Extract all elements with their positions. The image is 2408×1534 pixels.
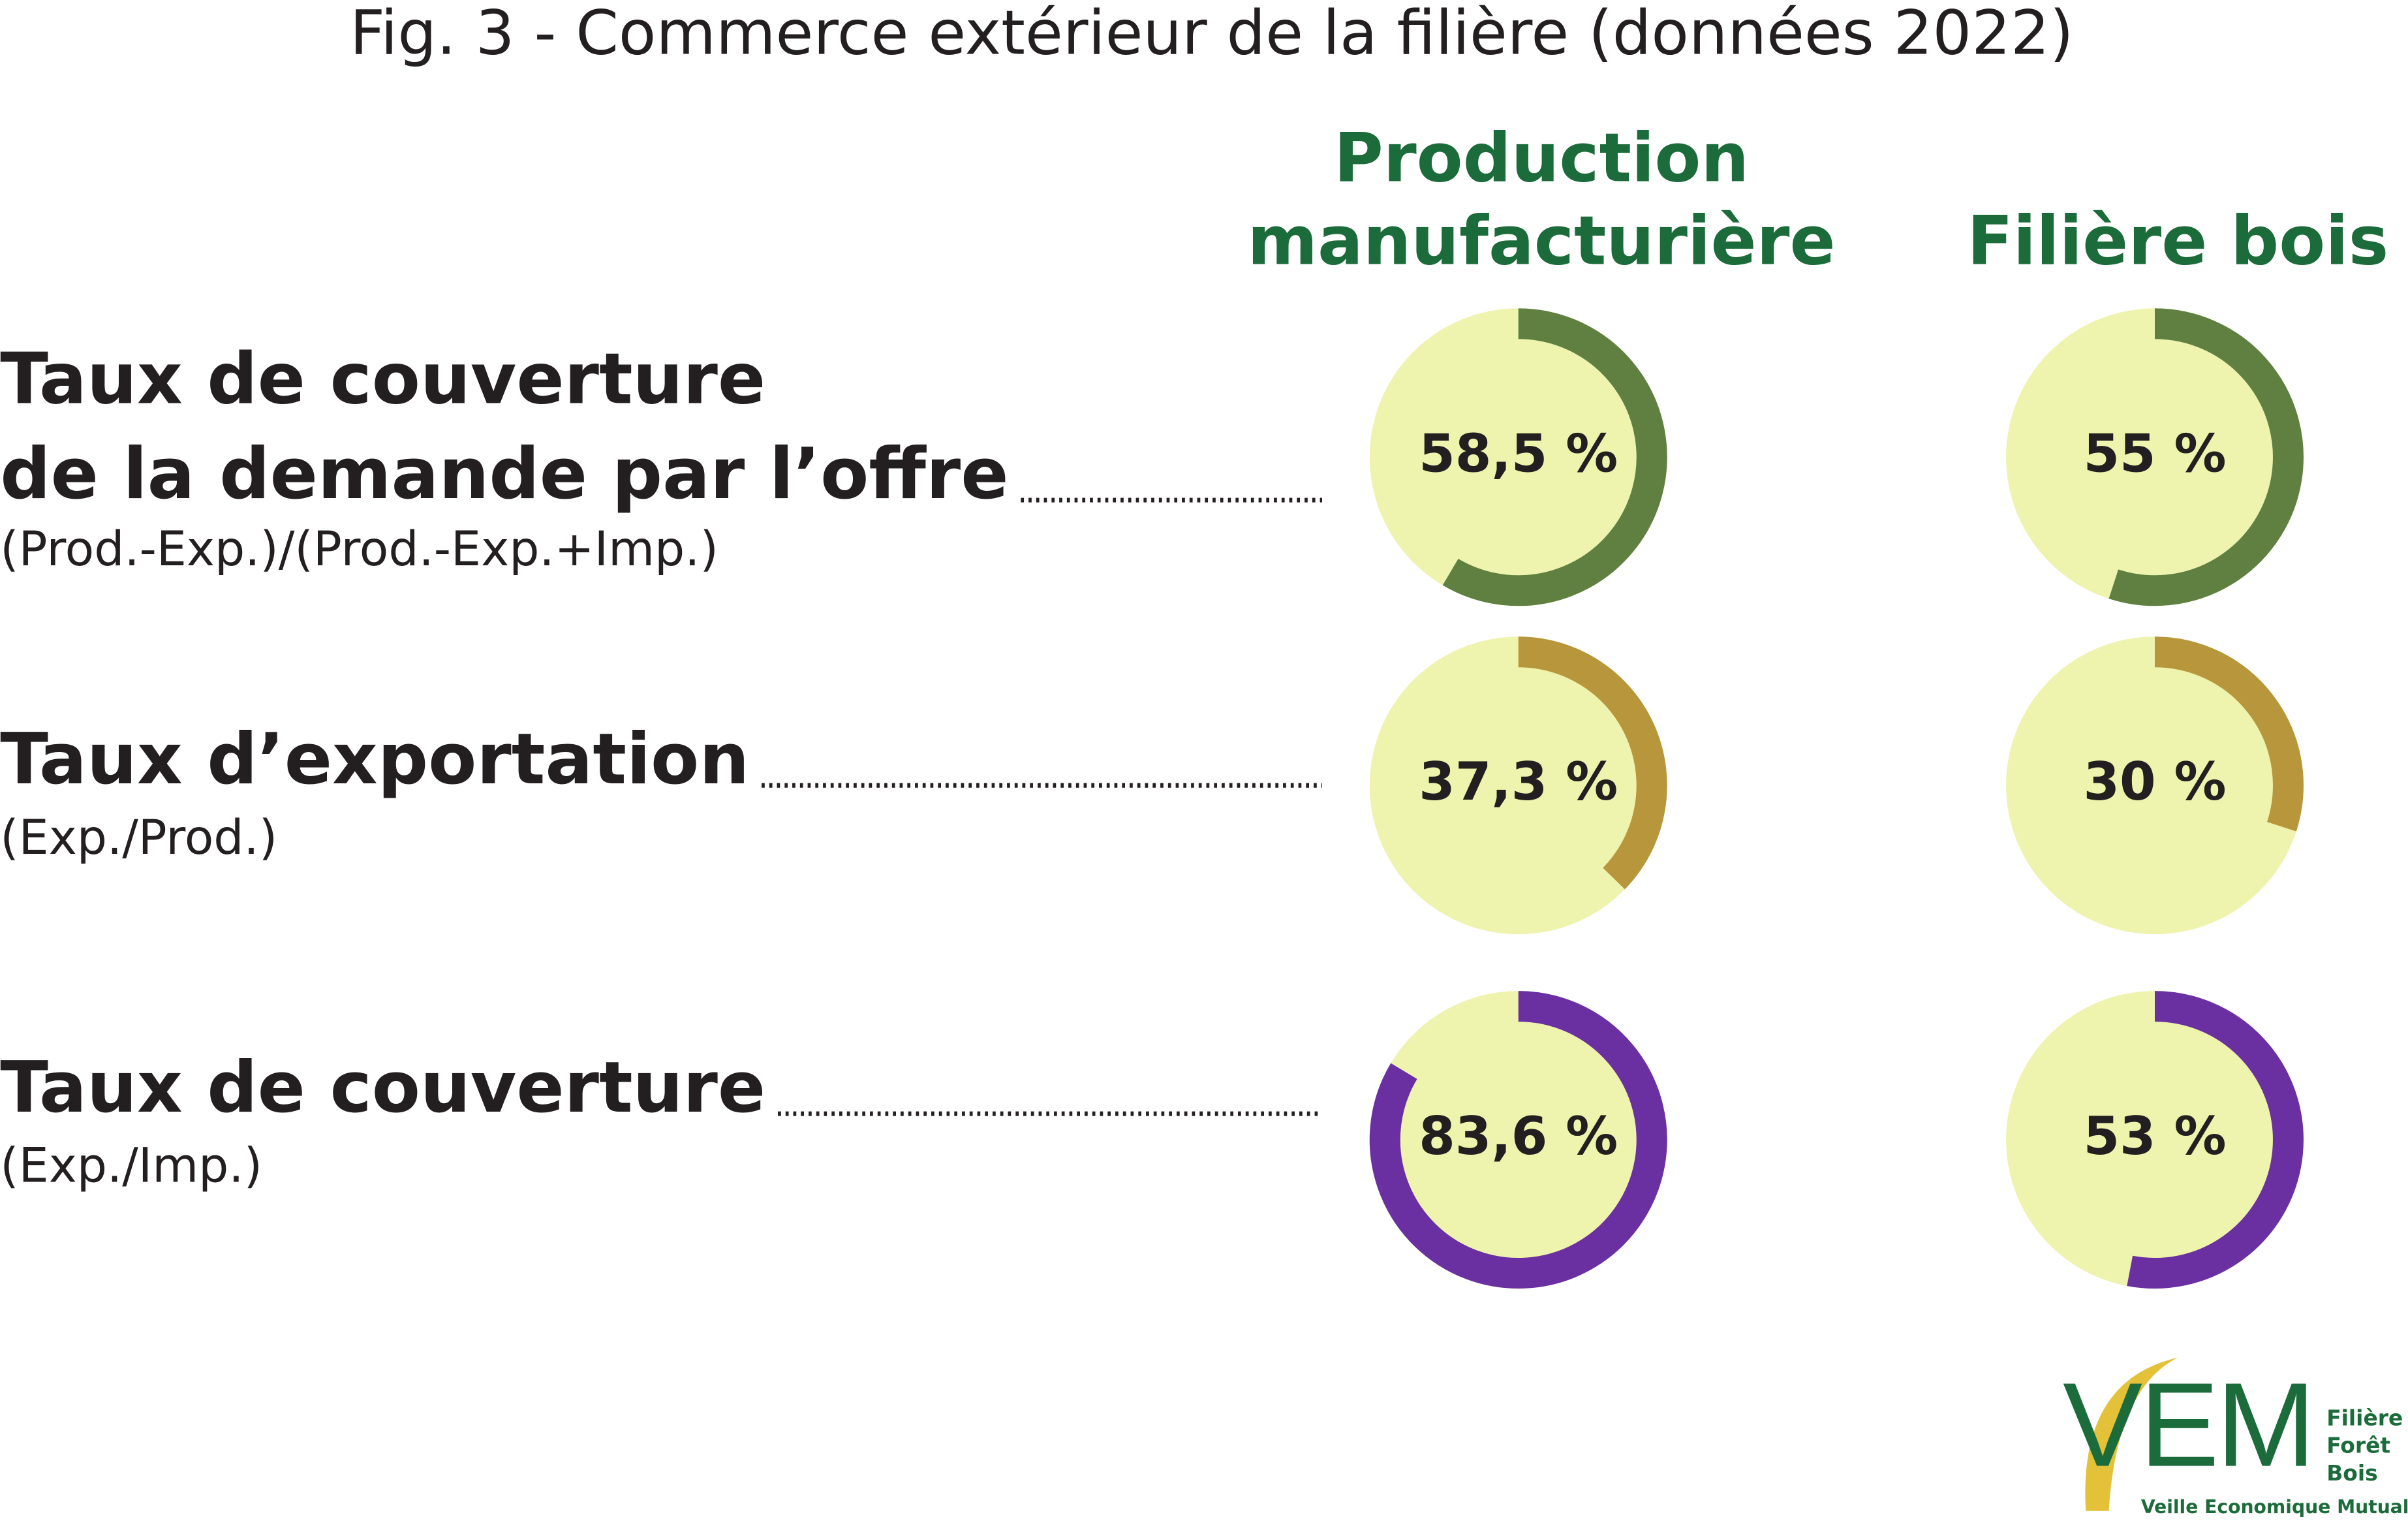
- donut-arc: [2154, 636, 2304, 832]
- donut-arc: [2127, 991, 2304, 1289]
- logo-line: Forêt: [2326, 1433, 2390, 1458]
- column-header: Production: [1334, 119, 1749, 197]
- logo-swoosh: [2085, 1357, 2178, 1511]
- donut-arc: [1442, 308, 1667, 606]
- donut-track: [2006, 636, 2304, 935]
- donut-track: [1369, 636, 1667, 935]
- donut-arc: [1518, 636, 1667, 890]
- logo: VEM Filière Forêt Bois Veille Economique…: [2063, 1358, 2408, 1518]
- donut-track: [1369, 991, 1667, 1289]
- column-header: manufacturière: [1247, 202, 1835, 280]
- row-formula: (Exp./Imp.): [0, 1138, 262, 1194]
- column-header: Filière bois: [1967, 202, 2388, 280]
- row-label: Taux de couverture: [0, 1047, 765, 1129]
- logo-line: Filière: [2326, 1405, 2403, 1430]
- row-label: Taux d’exportation: [0, 719, 749, 800]
- donut-arc: [2108, 308, 2304, 606]
- value-label: 53 %: [2083, 1106, 2226, 1166]
- donut-track: [2006, 308, 2304, 606]
- value-label: 37,3 %: [1419, 751, 1618, 812]
- logo-tagline: Veille Economique Mutualisée: [2141, 1496, 2408, 1518]
- value-label: 55 %: [2083, 423, 2226, 484]
- row-label: Taux de couverture: [0, 338, 765, 420]
- value-label: 58,5 %: [1419, 423, 1618, 484]
- donut-arc: [1369, 991, 1667, 1289]
- row-formula: (Prod.-Exp.)/(Prod.-Exp.+Imp.): [0, 522, 718, 577]
- value-label: 30 %: [2083, 751, 2226, 812]
- row-formula: (Exp./Prod.): [0, 810, 277, 866]
- logo-line: Bois: [2326, 1460, 2377, 1486]
- donut-track: [2006, 991, 2304, 1289]
- row-label: de la demande par l’offre: [0, 433, 1008, 515]
- chart-title: Fig. 3 - Commerce extérieur de la filièr…: [350, 0, 2074, 69]
- value-label: 83,6 %: [1419, 1106, 1618, 1166]
- donut-track: [1369, 308, 1667, 606]
- logo-mark: VEM: [2063, 1358, 2316, 1492]
